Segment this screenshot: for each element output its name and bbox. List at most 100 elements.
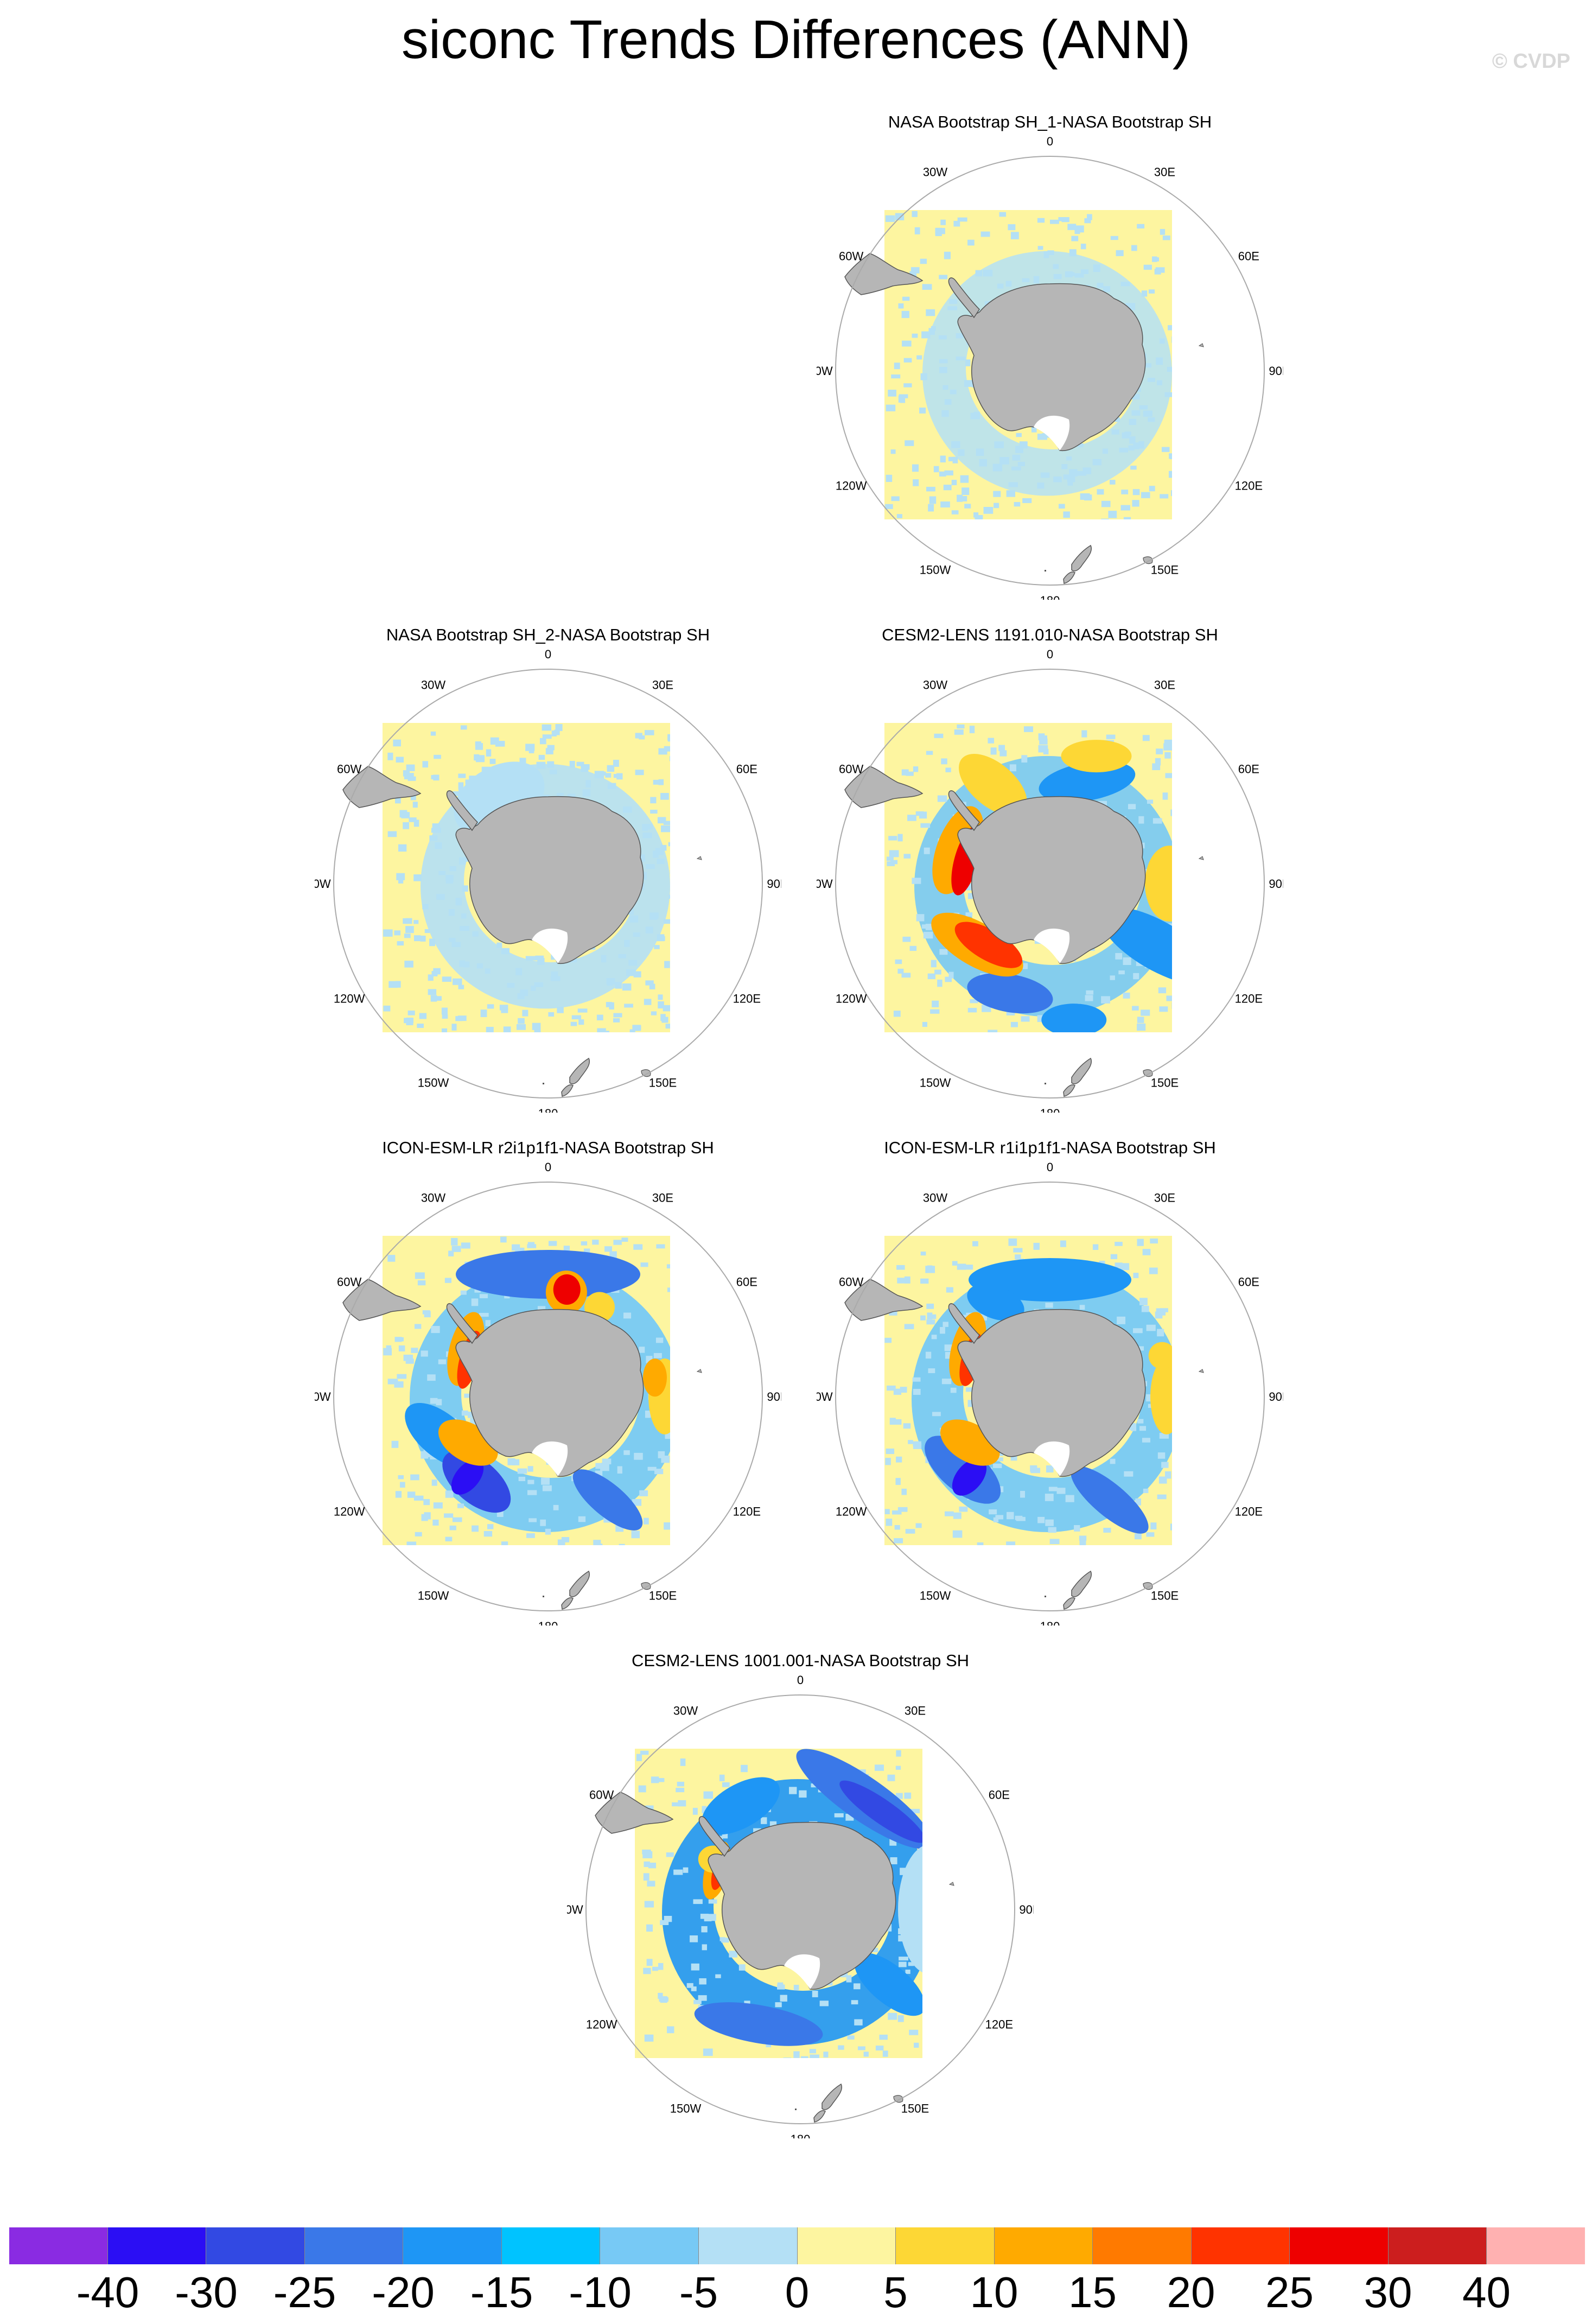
colorbar-tick-label: 10 [970, 2268, 1018, 2316]
longitude-label: 60E [989, 1788, 1010, 1802]
colorbar-tick-label: 15 [1068, 2268, 1117, 2316]
map-panel: NASA Bootstrap SH_2-NASA Bootstrap SH 0 30… [315, 624, 781, 1113]
longitude-label: 30W [923, 678, 947, 692]
longitude-label: 30E [1154, 166, 1175, 179]
longitude-label: 90W [817, 364, 833, 378]
longitude-label: 30E [1154, 678, 1175, 692]
longitude-label: 180 [1040, 1620, 1060, 1625]
polar-map: 0 30E 60E 90E 120E 150E 180 150W 120W 90W 60W 30W [315, 1160, 781, 1625]
antarctica-landmass [455, 1309, 644, 1477]
colorbar-tick-label: -20 [372, 2268, 435, 2316]
longitude-label: 120W [836, 479, 867, 493]
colorbar-swatch [9, 2227, 108, 2264]
panel-title: CESM2-LENS 1191.010-NASA Bootstrap SH [882, 625, 1218, 644]
polar-map: 0 30E 60E 90E 120E 150E 180 150W 120W 90W 60W 30W [817, 647, 1283, 1113]
polar-map: 0 30E 60E 90E 120E 150E 180 150W 120W 90W 60W 30W [817, 135, 1283, 600]
colorbar-swatch [600, 2227, 699, 2264]
antarctica-landmass [455, 796, 644, 964]
map-boundary-circle [835, 1182, 1265, 1611]
new-zealand [1063, 1057, 1092, 1097]
longitude-label: 30E [652, 1191, 673, 1205]
colorbar-tick-label: 30 [1364, 2268, 1412, 2316]
longitude-label: 30E [652, 678, 673, 692]
new-zealand [813, 2083, 842, 2123]
map-panel: CESM2-LENS 1001.001-NASA Bootstrap SH 0 30… [567, 1650, 1034, 2138]
antarctica-landmass [957, 796, 1146, 964]
longitude-label: 60E [736, 1275, 757, 1289]
colorbar-swatch [501, 2227, 601, 2264]
longitude-label: 150W [920, 563, 951, 576]
longitude-label: 30W [923, 1191, 947, 1205]
longitude-label: 120W [836, 1505, 867, 1519]
colorbar-swatch [206, 2227, 305, 2264]
colorbar-tick-label: 25 [1265, 2268, 1314, 2316]
longitude-label: 150W [920, 1076, 951, 1089]
longitude-label: 180 [1040, 1107, 1060, 1113]
colorbar-swatch [797, 2227, 896, 2264]
antarctic-peninsula [948, 790, 980, 831]
colorbar-swatch [1191, 2227, 1290, 2264]
colorbar [9, 2227, 1585, 2264]
longitude-label: 30E [1154, 1191, 1175, 1205]
longitude-label: 120W [836, 992, 867, 1006]
antarctic-peninsula [948, 277, 980, 319]
antarctica-landmass [957, 1309, 1146, 1477]
antarctic-peninsula [446, 790, 478, 831]
longitude-label: 90E [1269, 877, 1283, 891]
antarctic-peninsula [698, 1816, 730, 1857]
map-panel: ICON-ESM-LR r2i1p1f1-NASA Bootstrap SH 0 3… [315, 1137, 781, 1625]
map-boundary-circle [333, 669, 763, 1098]
longitude-label: 60W [839, 763, 863, 776]
colorbar-tick-labels: -40 -30 -25 -20 -15 -10 -5 0 5 10 15 20 25 30 40 [0, 2266, 1592, 2321]
longitude-label: 30W [923, 166, 947, 179]
longitude-label: 90E [1019, 1903, 1034, 1916]
longitude-label: 120W [334, 992, 365, 1006]
colorbar-swatch [896, 2227, 995, 2264]
longitude-label: 90W [315, 1390, 331, 1404]
colorbar-swatch [698, 2227, 798, 2264]
longitude-label: 150W [920, 1589, 951, 1602]
antarctic-peninsula [948, 1303, 980, 1344]
longitude-label: 90E [767, 1390, 781, 1404]
longitude-label: 0 [1047, 135, 1053, 148]
colorbar-tick-label: -5 [679, 2268, 718, 2316]
longitude-label: 30E [905, 1704, 926, 1718]
longitude-label: 60E [1238, 1275, 1259, 1289]
panel-title: ICON-ESM-LR r2i1p1f1-NASA Bootstrap SH [382, 1138, 714, 1157]
antarctica-landmass [708, 1821, 896, 1990]
panel-title: ICON-ESM-LR r1i1p1f1-NASA Bootstrap SH [884, 1138, 1216, 1157]
map-boundary-circle [835, 156, 1265, 586]
colorbar-tick-label: -10 [569, 2268, 632, 2316]
longitude-label: 60E [736, 763, 757, 776]
longitude-label: 120E [733, 992, 761, 1006]
longitude-label: 90W [315, 877, 331, 891]
longitude-label: 120W [586, 2018, 617, 2031]
antarctic-peninsula [446, 1303, 478, 1344]
longitude-label: 90W [817, 1390, 833, 1404]
longitude-label: 150E [649, 1076, 677, 1089]
longitude-label: 0 [1047, 1160, 1053, 1174]
longitude-label: 120W [334, 1505, 365, 1519]
map-panel: NASA Bootstrap SH_1-NASA Bootstrap SH 0 30… [817, 111, 1283, 600]
new-zealand [561, 1570, 590, 1610]
longitude-label: 150E [1151, 1076, 1179, 1089]
figure-title: siconc Trends Differences (ANN) [401, 9, 1191, 70]
longitude-label: 30W [421, 678, 445, 692]
map-panel: ICON-ESM-LR r1i1p1f1-NASA Bootstrap SH 0 3… [817, 1137, 1283, 1625]
colorbar-swatch [403, 2227, 502, 2264]
longitude-label: 60E [1238, 250, 1259, 263]
cvdp-watermark: © CVDP [1492, 50, 1570, 73]
colorbar-swatch [107, 2227, 207, 2264]
longitude-label: 30W [421, 1191, 445, 1205]
longitude-label: 0 [545, 647, 551, 661]
colorbar-swatch [1388, 2227, 1487, 2264]
colorbar-tick-label: -25 [273, 2268, 336, 2316]
longitude-label: 60E [1238, 763, 1259, 776]
colorbar-tick-label: 40 [1462, 2268, 1511, 2316]
map-boundary-circle [333, 1182, 763, 1611]
longitude-label: 60W [337, 1275, 361, 1289]
longitude-label: 120E [1235, 479, 1263, 493]
longitude-label: 90E [767, 877, 781, 891]
longitude-label: 30W [673, 1704, 698, 1718]
longitude-label: 180 [1040, 594, 1060, 600]
